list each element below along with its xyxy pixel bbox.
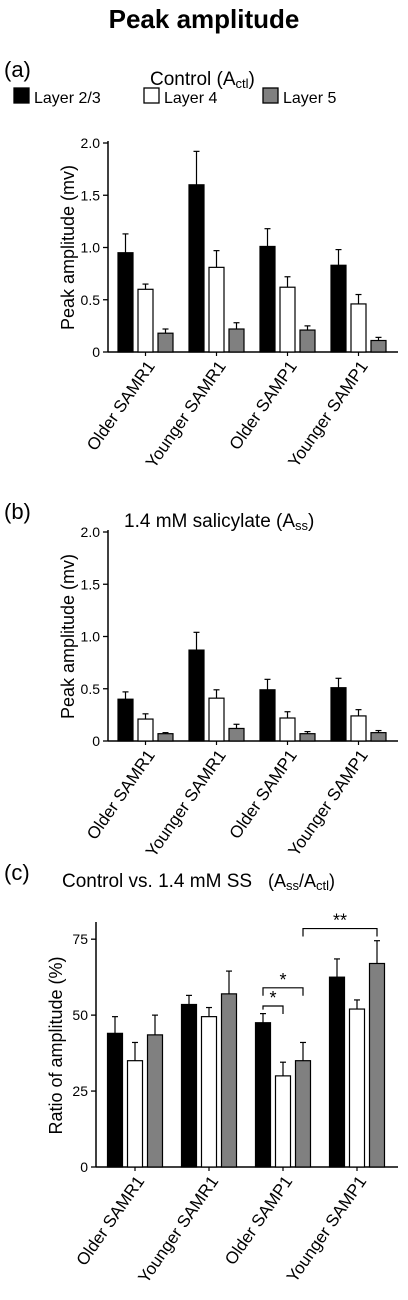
significance-bracket <box>302 927 378 937</box>
bar <box>348 1008 366 1168</box>
bar <box>299 733 316 742</box>
bar <box>228 727 245 742</box>
bar <box>146 1034 164 1168</box>
y-tick-label: 2.0 <box>81 135 101 151</box>
legend-label: Layer 5 <box>283 90 336 107</box>
x-tick-label: Younger SAMP1 <box>283 1172 370 1285</box>
x-tick-label: Younger SAMP1 <box>284 357 371 470</box>
x-tick-label: Older SAMR1 <box>83 746 159 843</box>
bar <box>157 733 174 742</box>
x-tick-label: Older SAMR1 <box>83 357 159 454</box>
significance-marker: ** <box>333 911 347 931</box>
bar <box>117 252 134 353</box>
figure-title: Peak amplitude <box>108 4 300 34</box>
bar <box>220 993 238 1168</box>
x-tick-label: Older SAMP1 <box>221 1172 296 1268</box>
significance-bracket <box>262 987 304 996</box>
bar <box>350 715 367 742</box>
y-tick-label: 1.5 <box>81 576 101 592</box>
bar <box>279 717 296 742</box>
bar <box>208 697 225 742</box>
y-tick-label: 0.5 <box>81 681 101 697</box>
bar <box>350 303 367 353</box>
x-tick-label: Older SAMP1 <box>226 746 301 842</box>
chart-title: Control (Actl) <box>150 69 255 91</box>
y-tick-label: 2.0 <box>81 524 101 540</box>
x-tick-label: Older SAMR1 <box>73 1172 149 1269</box>
bar <box>330 687 347 742</box>
y-tick-label: 1.0 <box>81 240 101 256</box>
y-tick-label: 0 <box>92 733 100 749</box>
bar <box>259 689 276 742</box>
bar <box>228 328 245 353</box>
bar <box>137 718 154 742</box>
bar <box>370 339 387 353</box>
significance-marker: * <box>269 988 276 1008</box>
bar <box>328 976 346 1168</box>
bar <box>188 184 205 353</box>
bar <box>370 732 387 742</box>
chart-title: Control vs. 1.4 mM SS <box>62 871 252 892</box>
y-tick-label: 0.5 <box>81 292 101 308</box>
bar <box>200 1016 218 1168</box>
y-axis-label: Peak amplitude (mv) <box>58 165 78 330</box>
bar <box>259 245 276 353</box>
y-tick-label: 25 <box>72 1083 88 1099</box>
y-tick-label: 75 <box>72 931 88 947</box>
legend-swatch <box>13 87 30 104</box>
bar <box>180 1003 198 1168</box>
x-tick-label: Younger SAMR1 <box>142 357 230 471</box>
legend-swatch <box>143 87 160 104</box>
legend-label: Layer 2/3 <box>34 90 101 107</box>
bar <box>279 286 296 353</box>
bar <box>157 332 174 353</box>
y-tick-label: 1.0 <box>81 629 101 645</box>
y-tick-label: 1.5 <box>81 187 101 203</box>
significance-marker: * <box>279 970 286 990</box>
bar <box>254 1022 272 1168</box>
bar <box>188 649 205 742</box>
panel-label: (b) <box>4 499 31 524</box>
y-tick-label: 50 <box>72 1007 88 1023</box>
x-tick-label: Younger SAMR1 <box>142 746 230 860</box>
bar <box>274 1075 292 1168</box>
legend-label: Layer 4 <box>164 90 217 107</box>
panel-label: (c) <box>4 860 30 885</box>
panel-label: (a) <box>4 57 31 82</box>
chart-title: 1.4 mM salicylate (Ass) <box>124 511 314 533</box>
bar <box>299 329 316 353</box>
legend-swatch <box>262 87 279 104</box>
bar <box>208 266 225 353</box>
x-tick-label: Older SAMP1 <box>226 357 301 453</box>
significance-bracket <box>262 1005 284 1015</box>
bar <box>106 1032 124 1168</box>
x-tick-label: Younger SAMR1 <box>134 1172 222 1286</box>
y-axis-label: Peak amplitude (mv) <box>58 554 78 719</box>
bar <box>368 962 386 1168</box>
y-tick-label: 0 <box>92 344 100 360</box>
bar <box>330 264 347 353</box>
y-axis-label: Ratio of amplitude (%) <box>46 956 66 1134</box>
bar <box>137 288 154 353</box>
y-tick-label: 0 <box>80 1159 88 1175</box>
bar <box>117 698 134 742</box>
bar <box>126 1060 144 1168</box>
bar <box>294 1060 312 1168</box>
chart-title-ratio: (Ass/Actl) <box>268 871 335 893</box>
x-tick-label: Younger SAMP1 <box>284 746 371 859</box>
